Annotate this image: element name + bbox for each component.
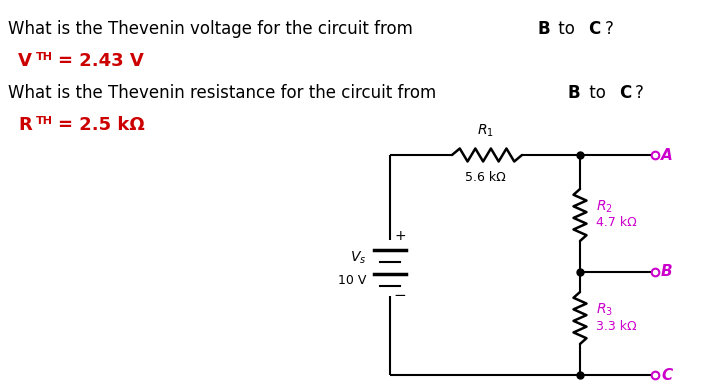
Text: What is the Thevenin resistance for the circuit from: What is the Thevenin resistance for the …: [8, 84, 442, 102]
Text: A: A: [661, 147, 673, 163]
Text: C: C: [588, 20, 601, 38]
Text: V: V: [18, 52, 32, 70]
Text: ?: ?: [635, 84, 643, 102]
Text: +: +: [394, 229, 406, 243]
Text: 4.7 kΩ: 4.7 kΩ: [596, 217, 637, 229]
Text: to: to: [584, 84, 610, 102]
Text: What is the Thevenin voltage for the circuit from: What is the Thevenin voltage for the cir…: [8, 20, 418, 38]
Text: $R_1$: $R_1$: [476, 123, 493, 139]
Text: TH: TH: [36, 52, 53, 62]
Text: B: B: [661, 265, 673, 279]
Text: ?: ?: [604, 20, 613, 38]
Text: = 2.5 kΩ: = 2.5 kΩ: [57, 116, 145, 134]
Text: = 2.43 V: = 2.43 V: [58, 52, 144, 70]
Text: $R_3$: $R_3$: [596, 302, 613, 318]
Text: 10 V: 10 V: [337, 274, 366, 286]
Text: B: B: [567, 84, 580, 102]
Text: B: B: [537, 20, 549, 38]
Text: R: R: [18, 116, 32, 134]
Text: C: C: [661, 367, 672, 383]
Text: C: C: [619, 84, 631, 102]
Text: 3.3 kΩ: 3.3 kΩ: [596, 319, 637, 333]
Text: $V_s$: $V_s$: [350, 250, 366, 266]
Text: −: −: [393, 289, 406, 303]
Text: TH: TH: [35, 116, 52, 126]
Text: $R_2$: $R_2$: [596, 199, 613, 215]
Text: to: to: [554, 20, 581, 38]
Text: 5.6 kΩ: 5.6 kΩ: [464, 171, 506, 184]
